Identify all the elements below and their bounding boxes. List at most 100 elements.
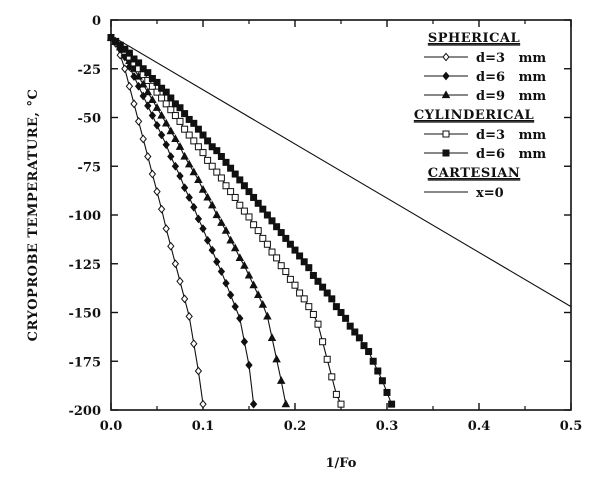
x-tick-label: 0.0	[100, 419, 123, 434]
data-point	[207, 200, 217, 209]
data-point	[217, 218, 226, 226]
legend-entry-label: d=3 mm	[476, 51, 546, 66]
data-point	[319, 338, 327, 346]
data-point	[272, 354, 281, 363]
data-point	[383, 388, 391, 396]
data-point	[176, 117, 184, 125]
data-point	[217, 174, 225, 182]
data-point	[222, 158, 230, 166]
data-point	[171, 161, 180, 171]
data-point	[176, 104, 184, 112]
data-point	[323, 289, 331, 297]
data-point	[189, 167, 199, 176]
data-point	[231, 170, 239, 178]
data-point	[222, 278, 230, 288]
data-point	[148, 95, 157, 104]
data-point	[226, 290, 235, 300]
data-point	[337, 400, 345, 408]
data-point	[180, 151, 189, 160]
data-point	[139, 65, 147, 73]
data-point	[157, 110, 166, 119]
data-point	[167, 241, 175, 251]
data-point	[314, 320, 322, 328]
data-point	[235, 253, 245, 261]
data-point	[157, 204, 166, 214]
x-tick-label: 0.1	[192, 419, 215, 434]
series-4	[107, 34, 345, 408]
data-point	[337, 309, 345, 316]
data-point	[277, 262, 285, 270]
data-point	[245, 360, 253, 370]
data-point	[148, 75, 156, 82]
y-tick-label: -25	[78, 63, 102, 78]
data-point	[296, 252, 304, 260]
data-point	[369, 357, 377, 365]
data-point	[236, 176, 244, 184]
data-point	[282, 234, 290, 242]
data-point	[378, 377, 386, 385]
data-point	[342, 314, 350, 322]
data-point	[162, 100, 170, 108]
data-point	[194, 143, 202, 151]
y-tick-label: -50	[78, 112, 102, 127]
y-tick-label: -175	[68, 355, 101, 370]
data-point	[199, 131, 207, 139]
data-point	[203, 235, 212, 245]
data-point	[227, 188, 235, 196]
data-point	[291, 281, 299, 289]
data-point	[258, 300, 268, 308]
data-point	[314, 277, 322, 285]
data-point	[250, 193, 258, 201]
data-point	[194, 214, 203, 224]
series-6	[110, 35, 572, 308]
data-point	[332, 390, 340, 398]
data-point	[245, 188, 253, 196]
legend: SPHERICAL d=3 mm d=6 mm d=9 mm CYLINDERICAL d…	[413, 31, 546, 201]
data-point	[300, 258, 308, 266]
data-point	[249, 280, 258, 289]
data-point	[222, 182, 230, 190]
legend-swatch-marker	[442, 52, 450, 62]
data-point	[263, 240, 271, 248]
data-point	[212, 210, 222, 219]
legend-swatch-marker	[441, 90, 451, 99]
legend-swatch-marker	[442, 130, 450, 138]
data-point	[167, 94, 175, 102]
series-layer	[106, 32, 572, 409]
y-tick-label: -150	[68, 307, 101, 322]
series-5	[107, 34, 396, 408]
data-point	[153, 78, 161, 86]
data-point	[217, 153, 225, 160]
series-1	[107, 33, 207, 409]
data-point	[144, 69, 152, 77]
data-point	[175, 142, 185, 150]
data-point	[240, 207, 248, 215]
data-point	[332, 303, 340, 311]
y-tick-label: -100	[68, 209, 101, 224]
data-point	[171, 134, 180, 143]
data-point	[130, 99, 138, 109]
data-point	[153, 88, 161, 96]
data-point	[230, 243, 240, 252]
data-point	[152, 103, 162, 111]
data-point	[171, 100, 179, 108]
data-point	[185, 193, 193, 202]
y-tick-label: -125	[68, 258, 101, 273]
data-point	[240, 261, 249, 269]
data-point	[130, 55, 138, 63]
y-tick-label: -200	[68, 404, 101, 419]
data-point	[355, 334, 363, 342]
data-point	[185, 115, 193, 123]
data-point	[134, 117, 143, 126]
data-point	[116, 41, 124, 49]
data-point	[213, 147, 221, 155]
data-point	[244, 270, 254, 279]
data-point	[273, 223, 281, 231]
data-point	[194, 125, 202, 133]
data-point	[199, 149, 207, 157]
data-point	[221, 225, 231, 234]
data-point	[346, 322, 354, 330]
x-tick-label: 0.2	[284, 419, 307, 434]
data-point	[374, 367, 382, 375]
data-point	[180, 294, 189, 304]
